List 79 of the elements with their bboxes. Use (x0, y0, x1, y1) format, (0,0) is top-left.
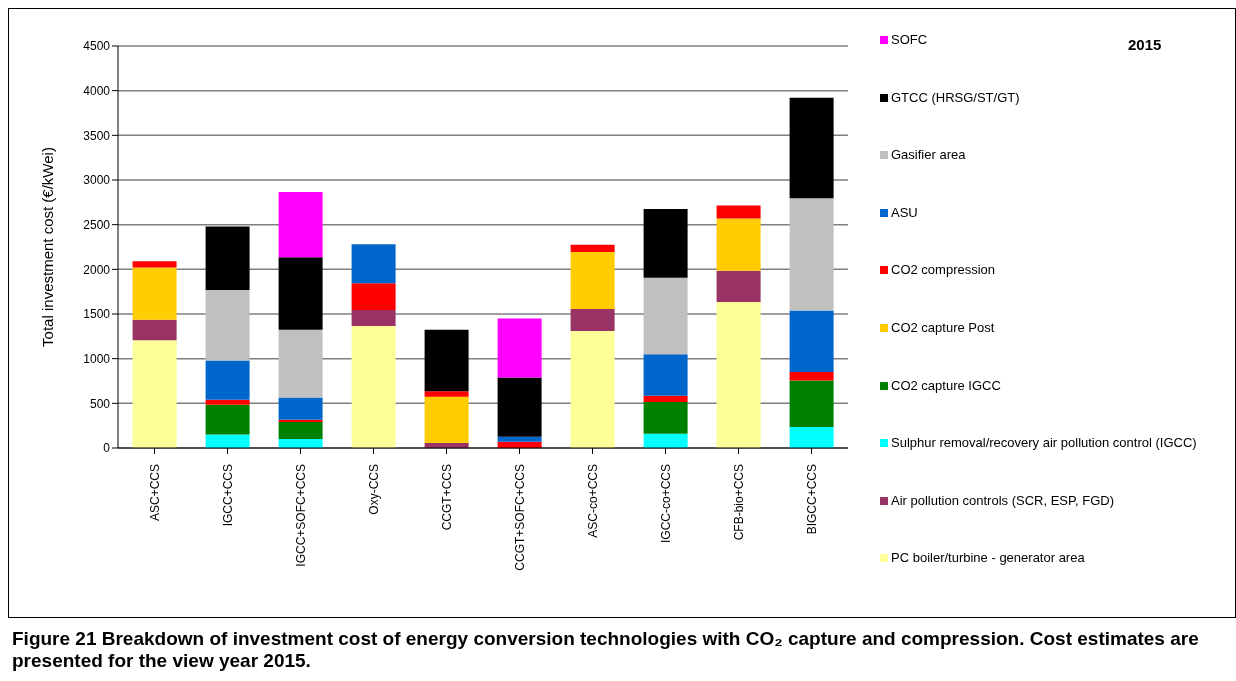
legend-label: PC boiler/turbine - generator area (891, 550, 1085, 566)
bar (789, 97, 834, 199)
y-tick-label: 1000 (83, 351, 111, 366)
bar (716, 218, 761, 271)
y-tick-label: 3500 (83, 128, 111, 143)
y-tick-label: 4000 (83, 83, 111, 98)
text: Figure 21 Breakdown of investment cost of energy conversion technologies with CO₂ capture and compression. Cost estimates are presented for the view year 2015. (12, 628, 1200, 672)
bar (716, 270, 761, 302)
x-tick-label: ASC+CCS (147, 464, 162, 522)
x-tick-label: IGCC+CCS (220, 464, 235, 527)
y-tick-label: 0 (103, 441, 111, 456)
x-tick-label: CCGT+SOFC+CCS (512, 464, 527, 571)
bar (278, 257, 323, 330)
bar (570, 251, 615, 310)
bar (205, 289, 250, 361)
x-tick-label: ASC-co+CCS (585, 464, 600, 538)
bar (570, 309, 615, 331)
legend-label: CO2 capture IGCC (891, 377, 1001, 393)
bar (278, 419, 323, 423)
bar (351, 244, 396, 284)
bar (424, 329, 469, 392)
bar (789, 427, 834, 448)
bar (205, 360, 250, 400)
bar (205, 404, 250, 435)
bar (278, 192, 323, 258)
bar (132, 340, 177, 448)
bar (278, 439, 323, 448)
x-tick-label: CFB-bio+CCS (731, 464, 746, 541)
legend-label: Sulphur removal/recovery air pollution control (IGCC) (891, 435, 1197, 451)
bar (789, 310, 834, 373)
bar (205, 226, 250, 290)
bar (643, 209, 688, 278)
bar (497, 377, 542, 437)
x-tick-label: IGCC-co+CCS (658, 464, 673, 544)
bar (497, 436, 542, 442)
bar (278, 422, 323, 440)
bar (570, 244, 615, 252)
legend-label: CO2 compression (891, 262, 996, 278)
legend-label: SOFC (891, 32, 928, 47)
y-tick-label: 4500 (83, 39, 111, 54)
bar (789, 380, 834, 428)
bar (278, 397, 323, 420)
bar (205, 399, 250, 405)
y-axis-title: Total investment cost (€/kWei) (39, 147, 57, 347)
y-tick-label: 3000 (83, 173, 111, 188)
bar (643, 277, 688, 355)
bar (278, 329, 323, 398)
bar (643, 401, 688, 434)
y-tick-label: 500 (89, 396, 111, 411)
legend-label: GTCC (HRSG/ST/GT) (891, 89, 1020, 105)
bar (132, 319, 177, 341)
bar (716, 301, 761, 448)
bar (643, 395, 688, 402)
y-tick-label: 1500 (83, 307, 111, 322)
legend-label: Air pollution controls (SCR, ESP, FGD) (891, 492, 1114, 508)
bar (424, 391, 469, 397)
x-tick-label: Oxy-CCS (366, 464, 381, 515)
bar (132, 267, 177, 320)
y-tick-label: 2500 (83, 217, 111, 232)
x-tick-label: IGCC+SOFC+CCS (293, 464, 308, 567)
bar (643, 354, 688, 396)
bar (132, 261, 177, 268)
legend-label: Gasifier area (891, 147, 966, 163)
bar (351, 309, 396, 327)
x-tick-label: CCGT+CCS (439, 464, 454, 531)
legend-label: CO2 capture Post (891, 319, 995, 335)
x-tick-label: BIGCC+CCS (804, 464, 819, 535)
bar (643, 433, 688, 448)
bar (351, 283, 396, 310)
text: 2015 (1128, 36, 1162, 53)
bar (789, 198, 834, 311)
legend-label: ASU (891, 204, 918, 220)
bar (497, 318, 542, 378)
bar (351, 326, 396, 448)
bar (570, 330, 615, 448)
y-tick-label: 2000 (83, 262, 111, 277)
bar (789, 372, 834, 381)
bar (716, 205, 761, 219)
bar (424, 396, 469, 444)
